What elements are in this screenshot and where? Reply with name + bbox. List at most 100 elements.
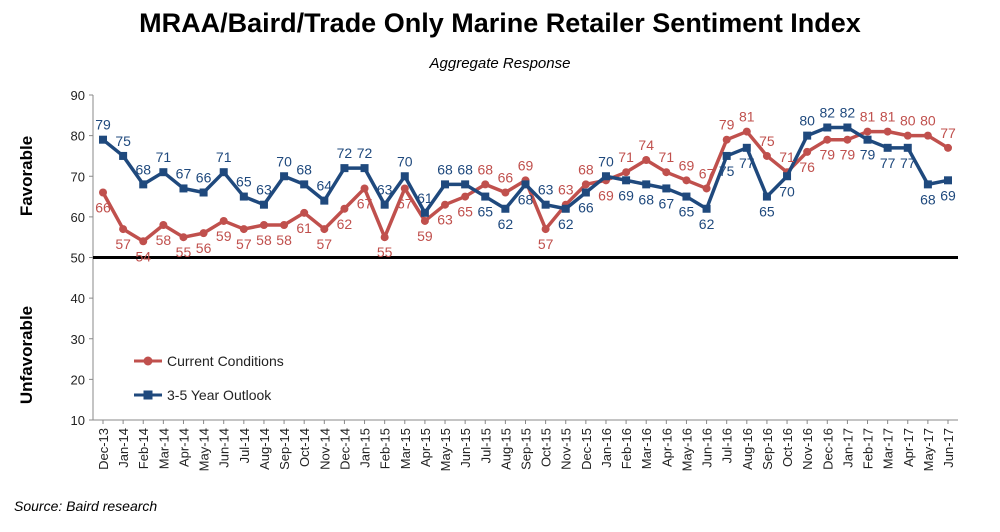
series-point-outlook — [400, 172, 409, 181]
series-point-current — [199, 229, 208, 238]
x-tick-label: Feb-14 — [136, 428, 151, 469]
data-label: 80 — [920, 113, 936, 129]
x-tick-label: Apr-17 — [901, 428, 916, 467]
x-tick-label: Mar-16 — [639, 428, 654, 469]
series-point-current — [441, 200, 450, 209]
x-tick-label: Nov-14 — [317, 428, 332, 470]
data-label: 82 — [840, 105, 856, 121]
legend-marker-circle — [143, 356, 153, 366]
series-point-outlook — [219, 168, 228, 177]
data-label: 65 — [236, 174, 252, 190]
series-point-current — [179, 233, 188, 242]
data-label: 67 — [397, 195, 413, 211]
data-label: 69 — [518, 157, 534, 173]
series-point-outlook — [581, 188, 590, 197]
series-point-current — [340, 204, 349, 213]
data-label: 57 — [317, 236, 333, 252]
series-point-outlook — [441, 180, 450, 189]
series-point-current — [259, 221, 268, 229]
data-label: 69 — [598, 187, 614, 203]
series-point-current — [219, 216, 228, 225]
data-label: 67 — [176, 165, 192, 181]
x-tick-label: Jul-16 — [720, 428, 735, 463]
y-tick-label: 70 — [71, 169, 85, 184]
legend: Current Conditions 3-5 Year Outlook — [134, 353, 284, 403]
x-tick-label: Jan-16 — [599, 428, 614, 468]
data-label: 75 — [115, 133, 131, 149]
y-axis-label-unfavorable: Unfavorable — [17, 306, 36, 404]
data-label: 76 — [799, 159, 815, 175]
series-point-outlook — [742, 143, 751, 152]
chart-subtitle: Aggregate Response — [429, 55, 571, 72]
data-label: 69 — [679, 157, 695, 173]
series-point-outlook — [541, 200, 550, 209]
series-point-outlook — [280, 172, 289, 181]
data-label: 80 — [900, 113, 916, 129]
legend-marker-square — [143, 390, 153, 400]
data-label: 59 — [417, 228, 433, 244]
x-tick-label: Oct-15 — [539, 428, 554, 467]
series-point-outlook — [662, 184, 671, 193]
x-tick-label: Apr-15 — [418, 428, 433, 467]
x-tick-label: Oct-14 — [297, 428, 312, 467]
series-point-current — [863, 127, 872, 136]
data-label: 68 — [135, 161, 151, 177]
series-point-current — [420, 216, 429, 225]
data-label: 66 — [196, 170, 212, 186]
data-label: 81 — [739, 109, 755, 125]
x-tick-label: Sep-14 — [277, 428, 292, 470]
source-note: Source: Baird research — [14, 498, 158, 514]
series-point-current — [662, 168, 671, 177]
data-label: 77 — [900, 155, 916, 171]
data-label: 58 — [256, 232, 272, 248]
series-point-current — [541, 225, 550, 234]
x-tick-label: Feb-17 — [861, 428, 876, 469]
series-point-current — [159, 221, 168, 229]
data-label: 69 — [940, 187, 956, 203]
data-label: 70 — [397, 153, 413, 169]
x-tick-label: Jan-15 — [358, 428, 373, 468]
x-tick-label: Oct-16 — [780, 428, 795, 467]
data-label: 63 — [558, 182, 574, 198]
series-point-outlook — [823, 123, 832, 132]
series-point-outlook — [420, 208, 429, 217]
data-label: 65 — [477, 204, 493, 220]
series-point-current — [702, 184, 711, 193]
x-tick-label: Nov-15 — [559, 428, 574, 470]
axes: 10 20 30 40 50 60 70 80 90 Dec-13 Jan-14 Feb-14 Mar-… — [71, 88, 958, 471]
series-point-current — [461, 192, 470, 201]
data-label: 81 — [880, 109, 896, 125]
series-point-current — [99, 188, 107, 197]
x-tick-label: May-15 — [438, 428, 453, 471]
series-point-outlook — [722, 151, 731, 160]
x-tick-label: Jun-14 — [217, 428, 232, 468]
data-label: 71 — [156, 149, 172, 165]
x-tick-label: Jul-14 — [237, 428, 252, 463]
data-label: 65 — [759, 204, 775, 220]
series-point-current — [823, 135, 832, 144]
data-label: 64 — [317, 178, 333, 194]
series-point-outlook — [682, 192, 691, 201]
data-label: 75 — [759, 133, 775, 149]
series-point-current — [380, 233, 389, 242]
data-label: 57 — [115, 236, 131, 252]
data-label: 55 — [176, 244, 192, 260]
series-point-outlook — [622, 176, 631, 185]
series-point-current — [883, 127, 892, 136]
data-label: 57 — [236, 236, 252, 252]
legend-label: Current Conditions — [167, 353, 284, 369]
x-tick-label: Dec-16 — [820, 428, 835, 470]
y-axis-label-favorable: Favorable — [17, 136, 36, 216]
data-label: 58 — [156, 232, 172, 248]
data-label: 77 — [940, 125, 956, 141]
y-tick-label: 20 — [71, 372, 85, 387]
data-label: 67 — [659, 195, 675, 211]
series-point-current — [501, 188, 510, 197]
data-label: 54 — [135, 248, 151, 264]
data-label: 82 — [819, 105, 835, 121]
series-point-current — [119, 225, 128, 234]
data-label: 62 — [558, 216, 574, 232]
data-label: 57 — [538, 236, 554, 252]
series-point-outlook — [923, 180, 932, 189]
data-label: 71 — [659, 149, 675, 165]
